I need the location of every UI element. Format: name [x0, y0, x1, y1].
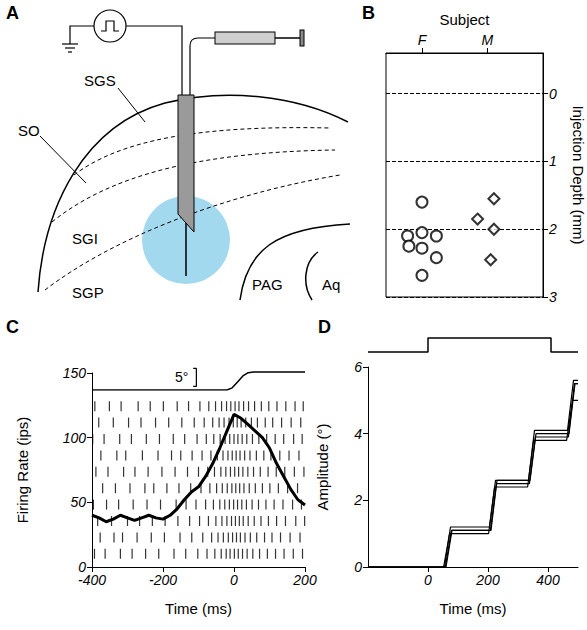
svg-text:C: C	[6, 317, 19, 337]
svg-text:PAG: PAG	[252, 276, 283, 293]
svg-text:0: 0	[354, 559, 362, 575]
svg-text:SGI: SGI	[72, 230, 98, 247]
svg-text:Injection Depth (mm): Injection Depth (mm)	[570, 105, 587, 244]
svg-text:A: A	[6, 3, 19, 23]
svg-text:2: 2	[548, 221, 557, 237]
svg-text:Firing Rate (ips): Firing Rate (ips)	[14, 417, 31, 524]
svg-text:3: 3	[549, 289, 557, 305]
svg-text:0: 0	[424, 572, 432, 588]
svg-text:Time (ms): Time (ms)	[440, 600, 507, 617]
svg-text:0: 0	[549, 86, 557, 102]
svg-text:50: 50	[70, 494, 86, 510]
svg-text:-200: -200	[149, 572, 177, 588]
svg-text:5°: 5°	[175, 369, 188, 385]
svg-text:SGS: SGS	[84, 72, 116, 89]
svg-text:4: 4	[354, 426, 362, 442]
svg-text:200: 200	[292, 572, 317, 588]
svg-text:D: D	[318, 317, 331, 337]
svg-text:150: 150	[63, 365, 87, 381]
svg-text:0: 0	[78, 559, 86, 575]
svg-text:-400: -400	[78, 572, 106, 588]
svg-text:0: 0	[230, 572, 238, 588]
svg-text:100: 100	[63, 430, 87, 446]
svg-text:Amplitude (°): Amplitude (°)	[314, 424, 331, 511]
svg-text:SO: SO	[18, 122, 40, 139]
svg-text:SGP: SGP	[72, 284, 104, 301]
svg-text:6: 6	[354, 359, 362, 375]
svg-text:F: F	[418, 32, 428, 48]
svg-text:1: 1	[549, 153, 557, 169]
svg-text:B: B	[362, 3, 375, 23]
svg-text:400: 400	[536, 572, 560, 588]
svg-text:M: M	[482, 32, 494, 48]
svg-text:200: 200	[475, 572, 500, 588]
svg-text:Subject: Subject	[439, 11, 490, 28]
svg-text:Time (ms): Time (ms)	[165, 600, 232, 617]
svg-text:Aq: Aq	[322, 276, 340, 293]
svg-text:2: 2	[353, 492, 362, 508]
